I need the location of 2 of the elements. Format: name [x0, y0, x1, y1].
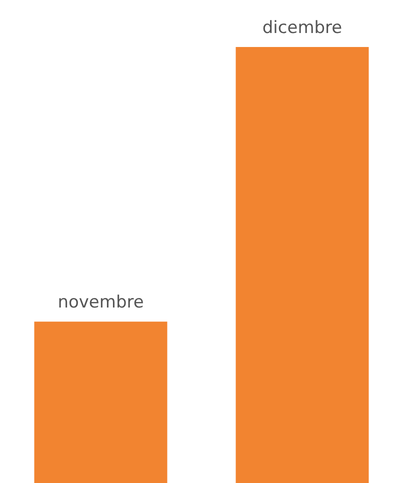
- x-tick-label: dicembre: [262, 18, 342, 38]
- x-tick-label: novembre: [58, 292, 144, 313]
